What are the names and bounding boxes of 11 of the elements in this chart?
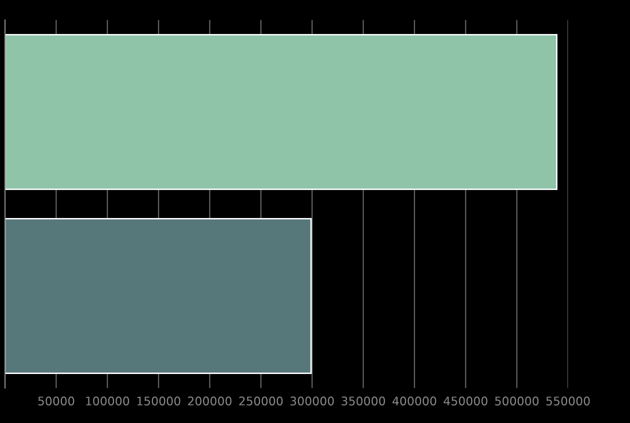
x-tick-label: 500000	[495, 396, 539, 406]
x-tick-label: 300000	[290, 396, 334, 406]
x-tick-label: 50000	[38, 396, 74, 406]
x-tick-label: 350000	[342, 396, 386, 406]
x-tick-label: 400000	[392, 396, 436, 406]
x-tick-label: 200000	[188, 396, 232, 406]
x-tick-label: 450000	[444, 396, 488, 406]
x-tick-label: 250000	[239, 396, 283, 406]
x-tick-label: 100000	[86, 396, 130, 406]
x-tick-label: 150000	[137, 396, 180, 406]
x-tick-label: 550000	[546, 396, 590, 406]
